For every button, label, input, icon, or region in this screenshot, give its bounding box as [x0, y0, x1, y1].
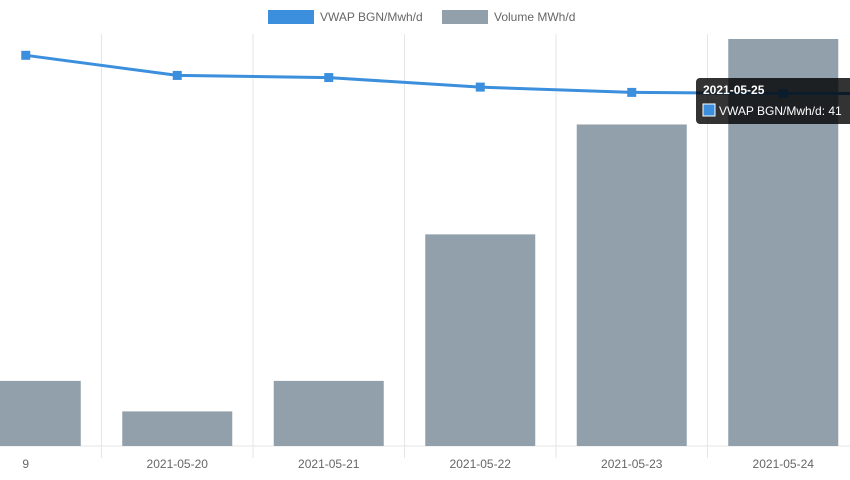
- legend-item-volume[interactable]: Volume MWh/d: [442, 10, 575, 24]
- legend-swatch-volume: [442, 10, 488, 24]
- legend-label-volume: Volume MWh/d: [494, 10, 575, 24]
- volume-bar[interactable]: [0, 380, 81, 446]
- tooltip-swatch: [702, 103, 716, 117]
- x-axis-ticks: 9 2021-05-20 2021-05-21 2021-05-22 2021-05-2…: [22, 457, 814, 471]
- vwap-point[interactable]: [627, 87, 637, 97]
- vwap-point[interactable]: [324, 73, 334, 83]
- legend-label-vwap: VWAP BGN/Mwh/d: [320, 10, 423, 24]
- x-tick-label: 9: [22, 457, 29, 471]
- tooltip-title: 2021-05-25: [703, 83, 765, 97]
- legend: VWAP BGN/Mwh/d Volume MWh/d: [268, 10, 575, 24]
- legend-item-vwap[interactable]: VWAP BGN/Mwh/d: [268, 10, 423, 24]
- legend-swatch-vwap: [268, 10, 314, 24]
- volume-bar[interactable]: [122, 411, 233, 446]
- volume-bar[interactable]: [273, 380, 384, 446]
- x-tick-label: 2021-05-20: [147, 457, 209, 471]
- tooltip-box: [696, 78, 850, 124]
- vwap-point[interactable]: [21, 50, 31, 60]
- tooltip-label: VWAP BGN/Mwh/d: 41: [719, 104, 842, 118]
- volume-bar[interactable]: [576, 124, 687, 446]
- x-tick-label: 2021-05-24: [753, 457, 815, 471]
- x-tick-label: 2021-05-21: [298, 457, 360, 471]
- vwap-point[interactable]: [172, 70, 182, 80]
- x-tick-label: 2021-05-22: [450, 457, 512, 471]
- vwap-point[interactable]: [475, 82, 485, 92]
- x-tick-label: 2021-05-23: [601, 457, 663, 471]
- volume-bar[interactable]: [425, 234, 536, 446]
- tooltip: 2021-05-25 VWAP BGN/Mwh/d: 41: [696, 78, 850, 124]
